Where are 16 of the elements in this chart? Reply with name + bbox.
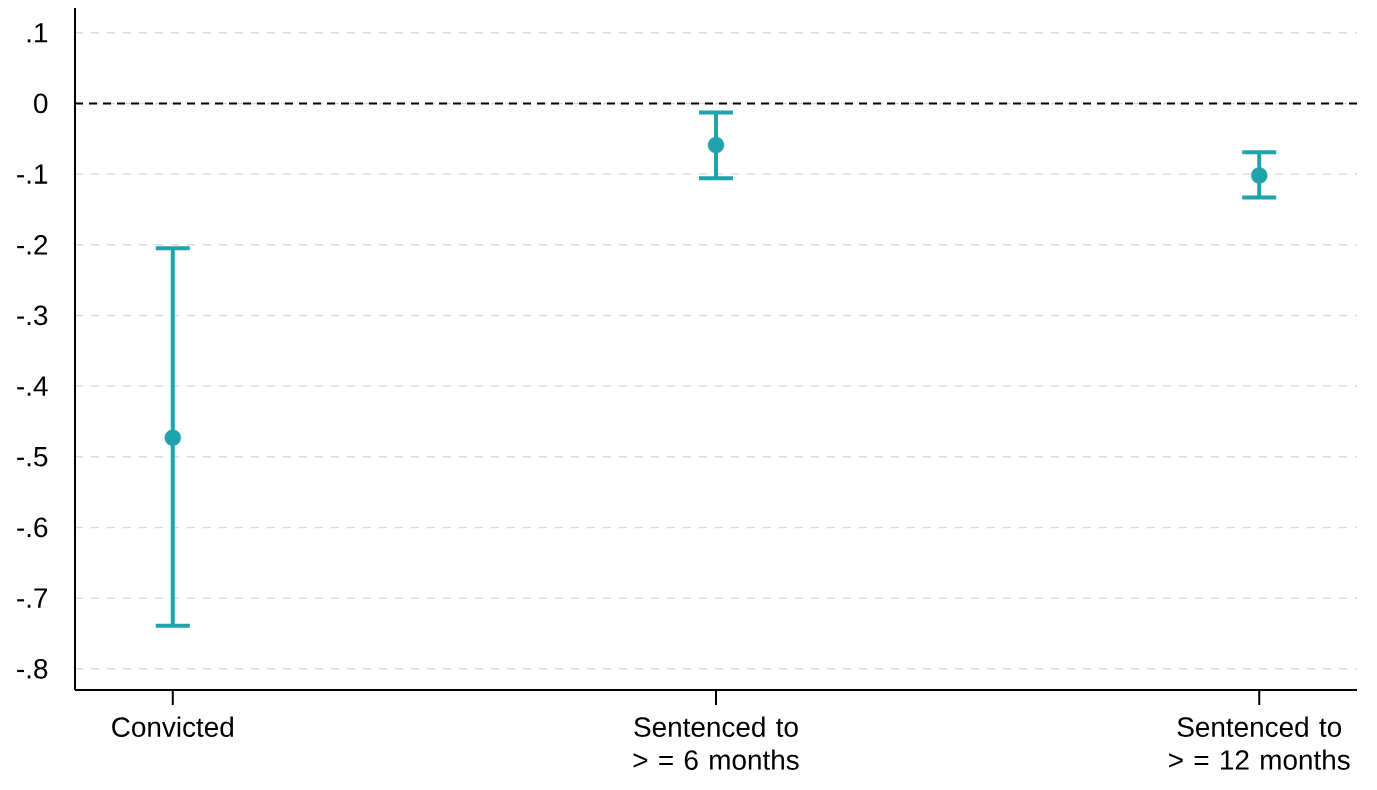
point: [1251, 167, 1268, 184]
y-tick-label: -.6: [17, 517, 48, 538]
x-tick-label: Convicted: [112, 716, 233, 737]
y-tick-label: -.5: [17, 447, 48, 467]
y-tick-label: -.8: [17, 658, 48, 679]
point: [164, 429, 181, 446]
point: [707, 136, 725, 154]
x-tick-label: Sentenced to > = 12 months: [1169, 716, 1350, 770]
y-tick-label: -.4: [17, 376, 48, 396]
y-tick-label: .1: [27, 23, 48, 43]
y-tick-label: -.7: [17, 588, 48, 608]
y-tick-label: -.3: [17, 305, 48, 326]
x-tick-label: Sentenced to > = 6 months: [633, 716, 799, 770]
y-tick-label: 0: [34, 93, 48, 114]
y-tick-label: -.2: [17, 235, 48, 255]
y-tick-label: -.1: [17, 164, 48, 184]
